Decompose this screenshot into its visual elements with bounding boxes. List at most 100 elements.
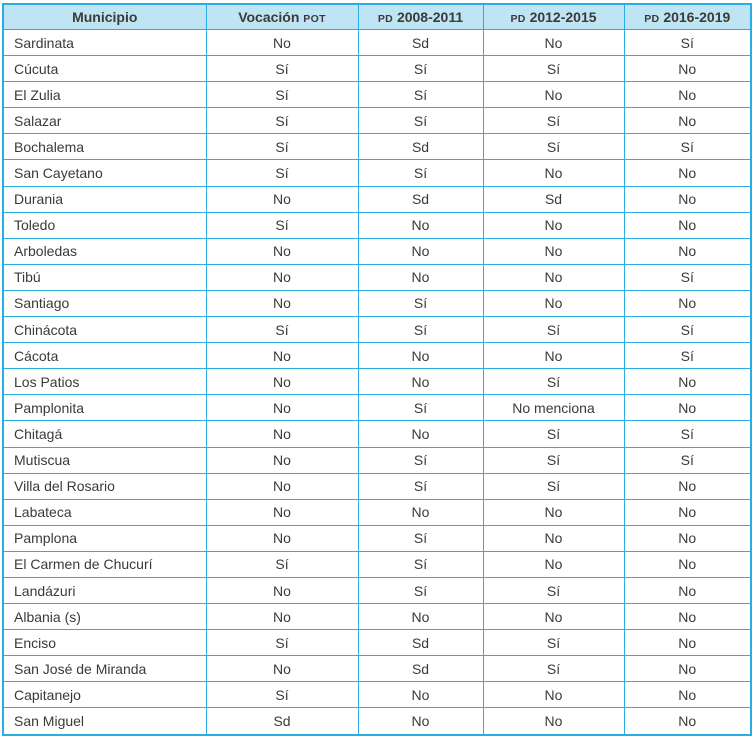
pd-2016-2019-cell: No — [623, 629, 752, 657]
vocacion-pot-cell: No — [205, 342, 359, 370]
municipio-cell: Enciso — [2, 629, 207, 657]
table-row: Toledo Sí No No No — [2, 211, 752, 239]
municipio-cell: Arboledas — [2, 237, 207, 265]
vocacion-pot-cell: Sí — [205, 107, 359, 135]
table-row: Pamplonita No Sí No menciona No — [2, 394, 752, 422]
pd-2012-2015-cell: No — [482, 707, 625, 736]
pd-2008-2011-cell: No — [357, 368, 484, 396]
municipios-pot-table: Municipio Vocación POT PD 2008-2011 PD 2… — [2, 3, 752, 736]
pd-2008-2011-cell: No — [357, 237, 484, 265]
table-row: Durania No Sd Sd No — [2, 185, 752, 213]
pd-2016-2019-cell: No — [623, 159, 752, 187]
pd-2008-2011-cell: No — [357, 603, 484, 631]
municipio-cell: Pamplonita — [2, 394, 207, 422]
pd-2008-2011-cell: Sd — [357, 133, 484, 161]
vocacion-pot-cell: Sí — [205, 550, 359, 578]
pd-2008-2011-cell: Sí — [357, 55, 484, 83]
table-row: Salazar Sí Sí Sí No — [2, 107, 752, 135]
vocacion-pot-cell: Sí — [205, 316, 359, 344]
vocacion-pot-cell: Sí — [205, 681, 359, 709]
pd-2012-2015-cell: Sí — [482, 420, 625, 448]
vocacion-pot-cell: No — [205, 655, 359, 683]
pd-2016-2019-cell: No — [623, 368, 752, 396]
municipio-cell: Landázuri — [2, 576, 207, 605]
pd-2012-2015-cell: No — [482, 550, 625, 578]
pd-2008-2011-cell: No — [357, 211, 484, 239]
table-row: El Zulia Sí Sí No No — [2, 81, 752, 109]
pd-2008-2011-cell: Sd — [357, 28, 484, 57]
pd-2016-2019-cell: No — [623, 289, 752, 318]
table-row: Bochalema Sí Sd Sí Sí — [2, 133, 752, 161]
vocacion-pot-cell: Sí — [205, 629, 359, 657]
pd-smallcaps-label: PD — [377, 13, 394, 25]
pd-2012-2015-cell: No — [482, 28, 625, 57]
table-row: Capitanejo Sí No No No — [2, 681, 752, 709]
table-row: San José de Miranda No Sd Sí No — [2, 655, 752, 683]
table-row: San Miguel Sd No No No — [2, 707, 752, 736]
pd-2016-2019-cell: Sí — [623, 446, 752, 474]
vocacion-pot-cell: No — [205, 185, 359, 213]
pd-2008-2011-cell: No — [357, 707, 484, 736]
vocacion-pot-cell: Sí — [205, 55, 359, 83]
pd-2008-2011-cell: Sd — [357, 185, 484, 213]
pd-2008-2011-cell: No — [357, 498, 484, 526]
municipio-cell: Los Patios — [2, 368, 207, 396]
table-row: Albania (s) No No No No — [2, 603, 752, 631]
table-row: Mutiscua No Sí Sí Sí — [2, 446, 752, 474]
vocacion-pot-cell: Sí — [205, 211, 359, 239]
pd-2016-2019-years: 2016-2019 — [663, 9, 731, 25]
pd-2016-2019-cell: No — [623, 237, 752, 265]
municipio-cell: Cúcuta — [2, 55, 207, 83]
table-row: Landázuri No Sí Sí No — [2, 576, 752, 605]
table-row: Cúcuta Sí Sí Sí No — [2, 55, 752, 83]
col-header-municipio-label: Municipio — [72, 9, 138, 25]
pd-2012-2015-cell: Sí — [482, 316, 625, 344]
table-row: El Carmen de Chucurí Sí Sí No No — [2, 550, 752, 578]
table-row: Santiago No Sí No No — [2, 289, 752, 318]
pd-2016-2019-cell: No — [623, 498, 752, 526]
pd-2016-2019-cell: No — [623, 185, 752, 213]
pd-2008-2011-cell: No — [357, 263, 484, 291]
pd-2016-2019-cell: Sí — [623, 263, 752, 291]
municipio-cell: Labateca — [2, 498, 207, 526]
pd-2016-2019-cell: Sí — [623, 28, 752, 57]
pd-2016-2019-cell: No — [623, 107, 752, 135]
municipio-cell: Tibú — [2, 263, 207, 291]
pd-2008-2011-years: 2008-2011 — [396, 9, 464, 25]
pd-2008-2011-cell: Sí — [357, 472, 484, 500]
vocacion-pot-cell: Sí — [205, 81, 359, 109]
vocacion-pot-cell: No — [205, 28, 359, 57]
pd-2016-2019-cell: No — [623, 681, 752, 709]
vocacion-pot-cell: Sí — [205, 159, 359, 187]
pd-2016-2019-cell: Sí — [623, 420, 752, 448]
pd-2012-2015-cell: Sí — [482, 107, 625, 135]
pd-2012-2015-cell: No — [482, 342, 625, 370]
municipio-cell: Santiago — [2, 289, 207, 318]
pd-2012-2015-cell: Sí — [482, 472, 625, 500]
pd-2016-2019-cell: No — [623, 394, 752, 422]
pd-2012-2015-cell: No — [482, 289, 625, 318]
col-header-pd-2008-2011: PD 2008-2011 — [357, 3, 484, 30]
municipio-cell: Cácota — [2, 342, 207, 370]
pd-2008-2011-cell: Sí — [357, 316, 484, 344]
pd-2008-2011-cell: No — [357, 681, 484, 709]
municipio-cell: Chitagá — [2, 420, 207, 448]
pd-2012-2015-cell: Sí — [482, 629, 625, 657]
pd-2012-2015-cell: Sí — [482, 655, 625, 683]
pd-2008-2011-cell: Sí — [357, 446, 484, 474]
table-body: Sardinata No Sd No Sí Cúcuta Sí Sí Sí No… — [2, 28, 752, 736]
municipio-cell: Bochalema — [2, 133, 207, 161]
pd-2016-2019-cell: Sí — [623, 133, 752, 161]
vocacion-pot-cell: No — [205, 237, 359, 265]
vocacion-pot-cell: No — [205, 263, 359, 291]
pd-2012-2015-cell: Sí — [482, 576, 625, 605]
table-row: Chinácota Sí Sí Sí Sí — [2, 316, 752, 344]
pd-smallcaps-label: PD — [510, 13, 526, 25]
vocacion-pot-cell: No — [205, 394, 359, 422]
pd-2012-2015-cell: No — [482, 524, 625, 552]
pd-2016-2019-cell: No — [623, 655, 752, 683]
table-row: Labateca No No No No — [2, 498, 752, 526]
municipio-cell: El Zulia — [2, 81, 207, 109]
table-row: Pamplona No Sí No No — [2, 524, 752, 552]
pd-2008-2011-cell: Sd — [357, 655, 484, 683]
